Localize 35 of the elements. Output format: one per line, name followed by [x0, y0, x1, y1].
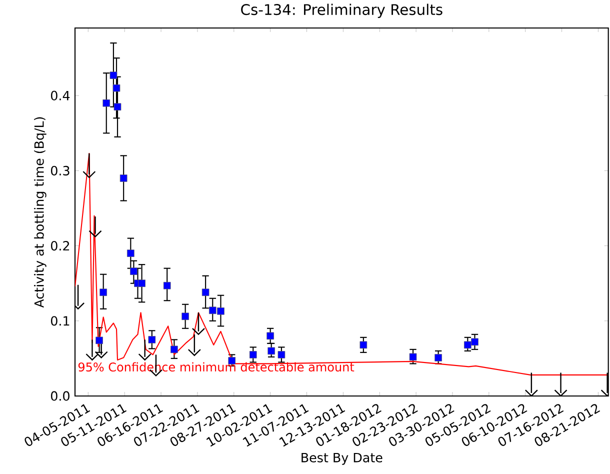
point: [409, 353, 417, 361]
y-tick-label: 0.0: [50, 391, 70, 401]
point: [130, 268, 138, 275]
chart-title: Cs-134: Preliminary Results: [241, 4, 442, 18]
point: [148, 336, 156, 344]
point: [278, 351, 286, 358]
x-axis-title: Best By Date: [302, 452, 382, 465]
point: [266, 332, 274, 340]
point: [127, 250, 134, 257]
y-tick-label: 0.1: [50, 316, 70, 326]
point: [112, 84, 120, 92]
point: [182, 312, 189, 320]
point: [249, 351, 257, 358]
point: [114, 103, 122, 111]
y-axis-title: Activity at bottling time (Bq/L): [34, 117, 46, 308]
point: [202, 288, 210, 296]
point: [96, 336, 103, 344]
point: [464, 341, 472, 349]
point: [360, 341, 368, 349]
y-tick-label: 0.4: [50, 90, 70, 100]
y-tick-label: 0.2: [50, 240, 70, 251]
line-series: [75, 152, 608, 376]
point: [138, 280, 146, 288]
y-tick-label: 0.3: [50, 166, 70, 176]
point: [170, 346, 178, 354]
point: [102, 99, 110, 107]
point: [120, 174, 128, 182]
point: [100, 288, 108, 296]
point: [268, 347, 276, 355]
point: [163, 282, 171, 290]
point: [208, 306, 216, 314]
point: [110, 72, 118, 79]
point: [217, 307, 224, 315]
point: [471, 338, 478, 346]
point: [434, 354, 442, 362]
